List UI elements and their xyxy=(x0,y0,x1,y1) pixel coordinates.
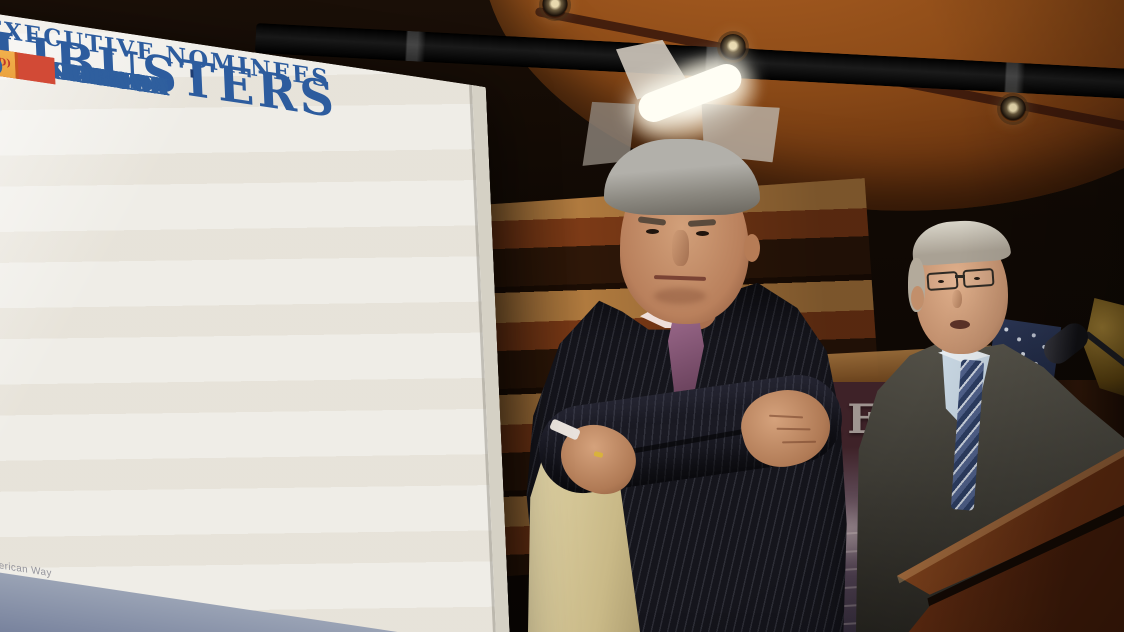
reid-eye xyxy=(974,277,980,280)
schumer-chin-shadow xyxy=(654,288,706,304)
reid-nose-shadow xyxy=(952,290,962,308)
wooden-podium xyxy=(890,445,1124,632)
chart-poster: FILIBUSTERS ON EXECUTIVE NOMINEES EISENH… xyxy=(0,4,527,632)
schumer-eye xyxy=(696,231,709,236)
finger-line xyxy=(776,427,811,431)
flag-stars xyxy=(1004,327,1009,332)
finger-line xyxy=(782,440,817,444)
recessed-light xyxy=(1000,96,1026,122)
chart-axis xyxy=(190,69,194,78)
reid-hair xyxy=(910,217,1012,267)
schumer-nose-shadow xyxy=(672,230,689,266)
reid-eye xyxy=(938,280,944,283)
reid-glasses-bridge xyxy=(955,275,965,278)
reid-mouth xyxy=(950,320,970,329)
schumer-head xyxy=(596,139,766,324)
schumer-eye xyxy=(646,229,659,234)
recessed-light xyxy=(542,0,568,18)
schumer-ear xyxy=(744,234,760,262)
reid-ear xyxy=(911,286,924,310)
poster-bottom-band xyxy=(0,565,513,632)
finger-line xyxy=(769,414,804,419)
schumer-hair xyxy=(604,139,760,215)
